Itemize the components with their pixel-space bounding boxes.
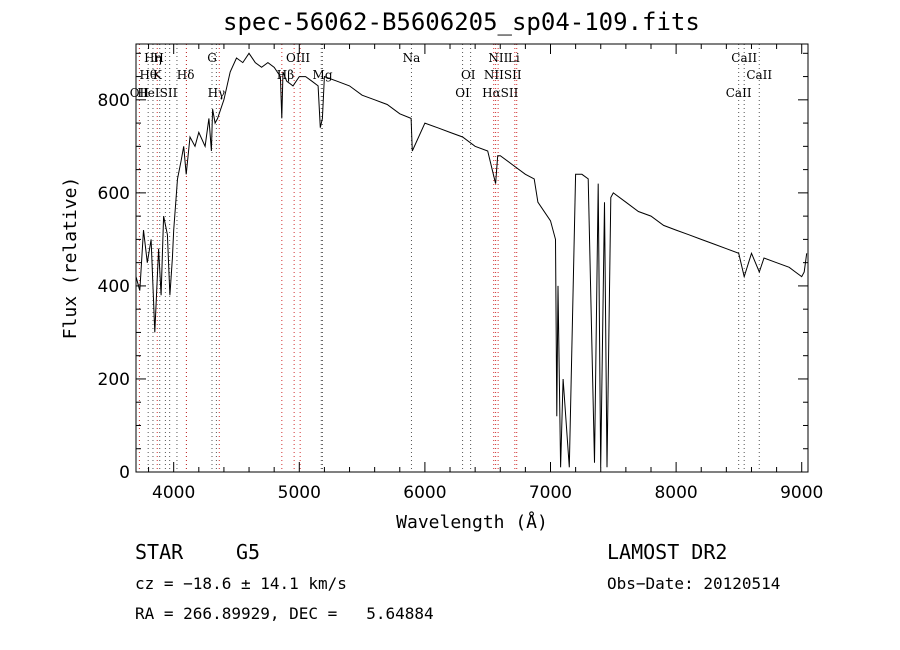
line-label-second_row-6: NIISII xyxy=(484,68,522,82)
x-tick-label-3: 7000 xyxy=(529,483,572,503)
line-label-third_row-0: OII xyxy=(130,86,150,100)
x-tick-label-5: 9000 xyxy=(780,483,823,503)
line-label-top_row-0: Hη xyxy=(144,51,162,65)
x-tick-label-4: 8000 xyxy=(654,483,697,503)
line-label-second_row-1: K xyxy=(153,68,163,82)
coordinates-text: RA = 266.89929, DEC = 5.64884 xyxy=(135,604,434,623)
line-label-top_row-1: H xyxy=(153,51,163,65)
y-tick-label-0: 0 xyxy=(119,463,130,483)
line-label-third_row-1: HeISII xyxy=(137,86,177,100)
redshift-text: cz = −18.6 ± 14.1 km/s xyxy=(135,574,347,593)
line-label-top_row-2: G xyxy=(207,51,217,65)
y-axis-label: Flux (relative) xyxy=(60,177,81,340)
line-label-third_row-4: HαSII xyxy=(482,86,519,100)
chart-title: spec-56062-B5606205_sp04-109.fits xyxy=(223,8,700,36)
survey-label: LAMOST DR2 xyxy=(607,540,728,564)
plot-frame xyxy=(135,43,809,473)
line-label-top_row-4: Na xyxy=(403,51,421,65)
line-label-second_row-3: Hβ xyxy=(277,68,294,82)
object-class: STAR xyxy=(135,540,184,564)
obs-date-text: Obs−Date: 20120514 xyxy=(607,574,781,593)
y-tick-label-1: 200 xyxy=(98,370,130,390)
line-label-top_row-5: NII xyxy=(488,51,508,65)
line-label-second_row-4: Mg xyxy=(313,68,333,82)
line-label-second_row-5: OI xyxy=(461,68,476,82)
line-label-second_row-7: CaII xyxy=(746,68,772,82)
line-label-top_row-3: OIII xyxy=(286,51,310,65)
x-axis-label: Wavelength (Å) xyxy=(396,511,548,533)
line-label-second_row-2: Hδ xyxy=(177,68,195,82)
line-label-third_row-3: OI xyxy=(455,86,470,100)
spectrum-series-line xyxy=(135,52,808,468)
x-tick-label-0: 4000 xyxy=(152,483,195,503)
line-label-third_row-5: CaII xyxy=(726,86,752,100)
y-tick-label-4: 800 xyxy=(98,91,130,111)
x-tick-label-2: 6000 xyxy=(403,483,446,503)
line-label-second_row-0: Hθ xyxy=(139,68,157,82)
line-label-top_row-7: CaII xyxy=(731,51,757,65)
y-tick-label-3: 600 xyxy=(98,184,130,204)
object-subclass: G5 xyxy=(236,540,261,564)
line-label-third_row-2: Hγ xyxy=(208,86,226,100)
y-tick-label-2: 400 xyxy=(98,277,130,297)
x-tick-label-1: 5000 xyxy=(278,483,321,503)
line-label-top_row-6: Li xyxy=(508,51,520,65)
